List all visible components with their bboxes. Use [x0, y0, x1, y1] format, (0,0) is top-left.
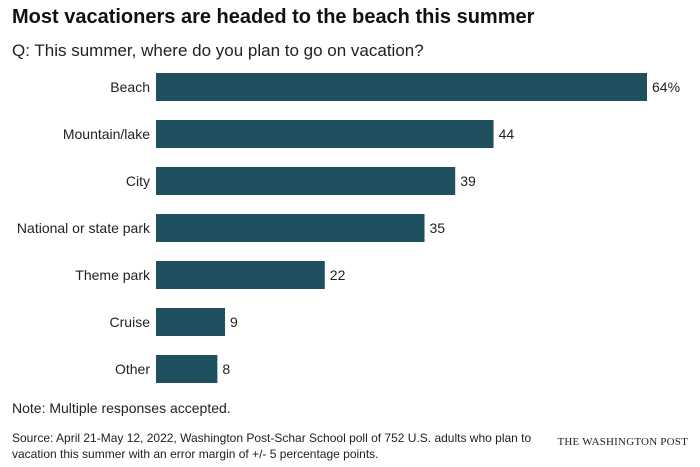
- value-label: 22: [330, 267, 346, 283]
- category-label: Other: [115, 361, 150, 377]
- value-label: 39: [460, 173, 476, 189]
- category-label: Beach: [110, 79, 150, 95]
- category-label: Cruise: [110, 314, 151, 330]
- bar-beach: [156, 73, 647, 101]
- category-label: Theme park: [75, 267, 151, 283]
- bar-cruise: [156, 308, 226, 336]
- category-label: Mountain/lake: [63, 126, 150, 142]
- bar-chart: Beach 64% Mountain/lake 44 City 39 National or…: [17, 73, 680, 383]
- value-label: 8: [222, 361, 230, 377]
- chart-subtitle: Q: This summer, where do you plan to go …: [12, 41, 424, 60]
- publisher-credit: THE WASHINGTON POST: [557, 436, 688, 448]
- bar-city: [156, 167, 456, 195]
- bar-national-or-state-park: [156, 214, 425, 242]
- value-label: 64%: [652, 79, 680, 95]
- value-label: 44: [499, 126, 515, 142]
- category-label: City: [126, 173, 150, 189]
- value-label: 9: [230, 314, 238, 330]
- bar-mountain-lake: [156, 120, 494, 148]
- source-note: Source: April 21-May 12, 2022, Washingto…: [12, 431, 532, 461]
- category-label: National or state park: [17, 220, 151, 236]
- chart-title: Most vacationers are headed to the beach…: [12, 6, 535, 28]
- bar-theme-park: [156, 261, 325, 289]
- footnote: Note: Multiple responses accepted.: [12, 400, 231, 416]
- value-label: 35: [430, 220, 446, 236]
- bar-other: [156, 355, 218, 383]
